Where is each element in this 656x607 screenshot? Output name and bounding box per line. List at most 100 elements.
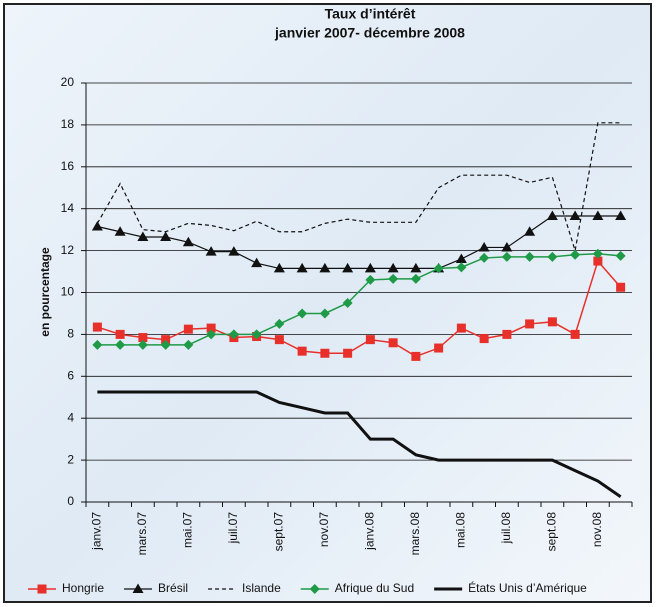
x-tick-label: juil.07 xyxy=(226,512,240,545)
point xyxy=(343,348,353,358)
point xyxy=(547,251,558,262)
y-tick-label: 16 xyxy=(61,159,75,173)
point xyxy=(434,343,444,353)
legend-marker xyxy=(309,584,320,594)
point xyxy=(524,226,536,236)
point xyxy=(547,317,557,327)
point xyxy=(251,257,263,268)
point xyxy=(479,252,490,263)
point xyxy=(456,323,466,333)
y-tick-label: 2 xyxy=(67,452,74,466)
y-tick-label: 6 xyxy=(67,368,74,382)
x-tick-label: mai.08 xyxy=(454,512,468,548)
point xyxy=(138,333,148,343)
point xyxy=(455,253,467,263)
point xyxy=(92,339,103,350)
y-tick-label: 10 xyxy=(61,285,75,299)
point xyxy=(569,210,581,221)
point xyxy=(364,262,376,273)
x-tick-label: mai.07 xyxy=(181,512,195,548)
point xyxy=(161,335,171,345)
point xyxy=(274,318,285,329)
point xyxy=(593,256,603,266)
point xyxy=(205,246,217,256)
x-tick-label: mars.07 xyxy=(135,512,149,556)
x-tick-label: mars.08 xyxy=(408,512,422,556)
point xyxy=(478,241,490,252)
point xyxy=(319,308,330,319)
series-line xyxy=(97,390,622,498)
point xyxy=(570,329,580,339)
point xyxy=(114,226,126,236)
point xyxy=(410,273,421,284)
point xyxy=(137,231,149,241)
point xyxy=(91,221,103,231)
point xyxy=(297,308,308,319)
point xyxy=(342,262,354,273)
point xyxy=(251,329,262,340)
point xyxy=(388,338,398,348)
point xyxy=(501,251,512,262)
legend-label: Afrique du Sud xyxy=(335,581,414,595)
point xyxy=(274,335,284,345)
point xyxy=(137,339,148,350)
x-tick-label: nov.08 xyxy=(590,512,604,547)
y-tick-label: 4 xyxy=(67,410,74,424)
legend-label: Hongrie xyxy=(62,581,104,595)
point xyxy=(592,210,604,221)
point xyxy=(296,262,308,273)
chart-title: Taux d’intérêt xyxy=(325,6,416,22)
point xyxy=(456,262,467,273)
point xyxy=(592,248,603,259)
point xyxy=(228,246,240,256)
series-line xyxy=(97,215,621,270)
x-tick-label: nov.07 xyxy=(317,512,331,547)
point xyxy=(525,319,535,329)
point xyxy=(228,329,239,340)
y-tick-label: 8 xyxy=(67,327,74,341)
point xyxy=(524,251,535,262)
point xyxy=(319,262,331,273)
y-tick-label: 0 xyxy=(67,494,74,508)
point xyxy=(616,282,626,292)
point xyxy=(182,236,194,247)
x-tick-label: sept.07 xyxy=(272,512,286,552)
point xyxy=(160,339,171,350)
legend-label: États Unis d’Amérique xyxy=(468,580,587,595)
point xyxy=(615,250,626,261)
y-tick-label: 12 xyxy=(61,243,75,257)
legend-label: Brésil xyxy=(158,581,188,595)
point xyxy=(502,329,512,339)
point xyxy=(365,274,376,285)
point xyxy=(410,262,422,273)
x-tick-label: juil.08 xyxy=(499,512,513,545)
point xyxy=(206,323,216,333)
point xyxy=(546,210,558,221)
point xyxy=(433,263,444,274)
x-tick-label: janv.07 xyxy=(90,512,104,551)
point xyxy=(501,241,513,252)
point xyxy=(273,262,285,273)
chart-subtitle: janvier 2007- décembre 2008 xyxy=(274,25,465,41)
y-axis-label: en pourcentage xyxy=(38,247,52,337)
point xyxy=(570,249,581,260)
legend-marker xyxy=(37,584,47,594)
point xyxy=(115,339,126,350)
point xyxy=(115,329,125,339)
x-tick-label: sept.08 xyxy=(545,512,559,552)
point xyxy=(92,322,102,332)
point xyxy=(342,297,353,308)
y-tick-label: 20 xyxy=(61,75,75,89)
point xyxy=(479,334,489,344)
legend-label: Islande xyxy=(242,581,281,595)
point xyxy=(183,339,194,350)
point xyxy=(615,210,627,221)
point xyxy=(183,324,193,334)
point xyxy=(320,348,330,358)
point xyxy=(388,273,399,284)
point xyxy=(411,351,421,361)
y-tick-label: 14 xyxy=(61,201,75,215)
point xyxy=(160,231,172,241)
point xyxy=(206,329,217,340)
